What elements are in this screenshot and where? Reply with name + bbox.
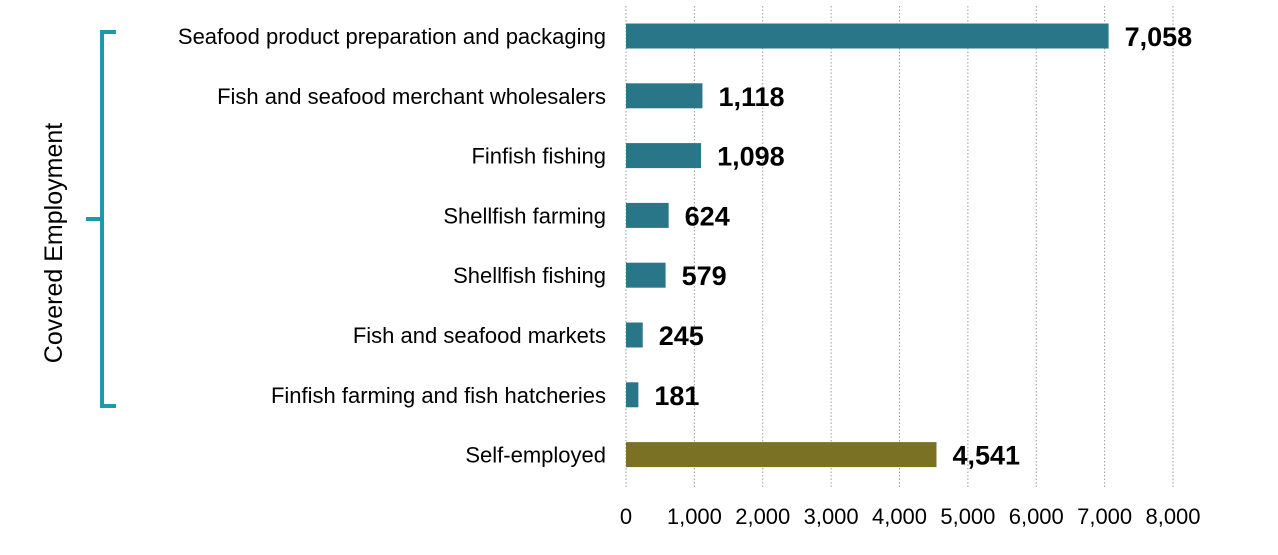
bar: [626, 83, 703, 109]
bar: [626, 322, 643, 348]
category-label: Shellfish farming: [443, 203, 606, 228]
x-tick-label: 6,000: [1009, 504, 1064, 529]
group-label: Covered Employment: [40, 123, 68, 363]
category-label: Shellfish fishing: [453, 263, 606, 288]
bar: [626, 143, 702, 169]
bar: [626, 23, 1109, 49]
category-label: Seafood product preparation and packagin…: [178, 24, 606, 49]
bar: [626, 202, 669, 228]
value-label: 624: [685, 201, 730, 231]
bars: [626, 23, 1109, 468]
category-labels: Seafood product preparation and packagin…: [178, 24, 606, 468]
x-tick-label: 0: [620, 504, 632, 529]
value-label: 579: [682, 261, 727, 291]
value-label: 1,098: [717, 142, 785, 172]
x-tick-label: 7,000: [1077, 504, 1132, 529]
grid-lines: [625, 6, 1174, 487]
x-tick-label: 3,000: [804, 504, 859, 529]
category-label: Self-employed: [465, 443, 606, 468]
value-label: 1,118: [718, 82, 784, 112]
x-tick-label: 5,000: [940, 504, 995, 529]
x-tick-label: 2,000: [735, 504, 790, 529]
value-labels: 7,058 1,118 1,098 624 579 245 181 4,541: [654, 22, 1192, 471]
value-label: 7,058: [1125, 22, 1193, 52]
x-tick-label: 4,000: [872, 504, 927, 529]
category-label: Fish and seafood markets: [353, 323, 606, 348]
category-label: Fish and seafood merchant wholesalers: [217, 84, 606, 109]
value-label: 4,541: [952, 441, 1020, 471]
group-bracket: Covered Employment: [40, 30, 116, 408]
value-label: 181: [654, 381, 699, 411]
x-tick-label: 1,000: [667, 504, 722, 529]
bar: [626, 442, 937, 468]
x-tick-label: 8,000: [1145, 504, 1200, 529]
value-label: 245: [659, 321, 704, 351]
group-bracket-line: [100, 30, 116, 408]
category-label: Finfish farming and fish hatcheries: [271, 383, 606, 408]
bar: [626, 382, 639, 408]
x-tick-labels: 0 1,000 2,000 3,000 4,000 5,000 6,000 7,000 8,00…: [620, 504, 1201, 529]
category-label: Finfish fishing: [471, 144, 606, 169]
bar: [626, 262, 666, 288]
